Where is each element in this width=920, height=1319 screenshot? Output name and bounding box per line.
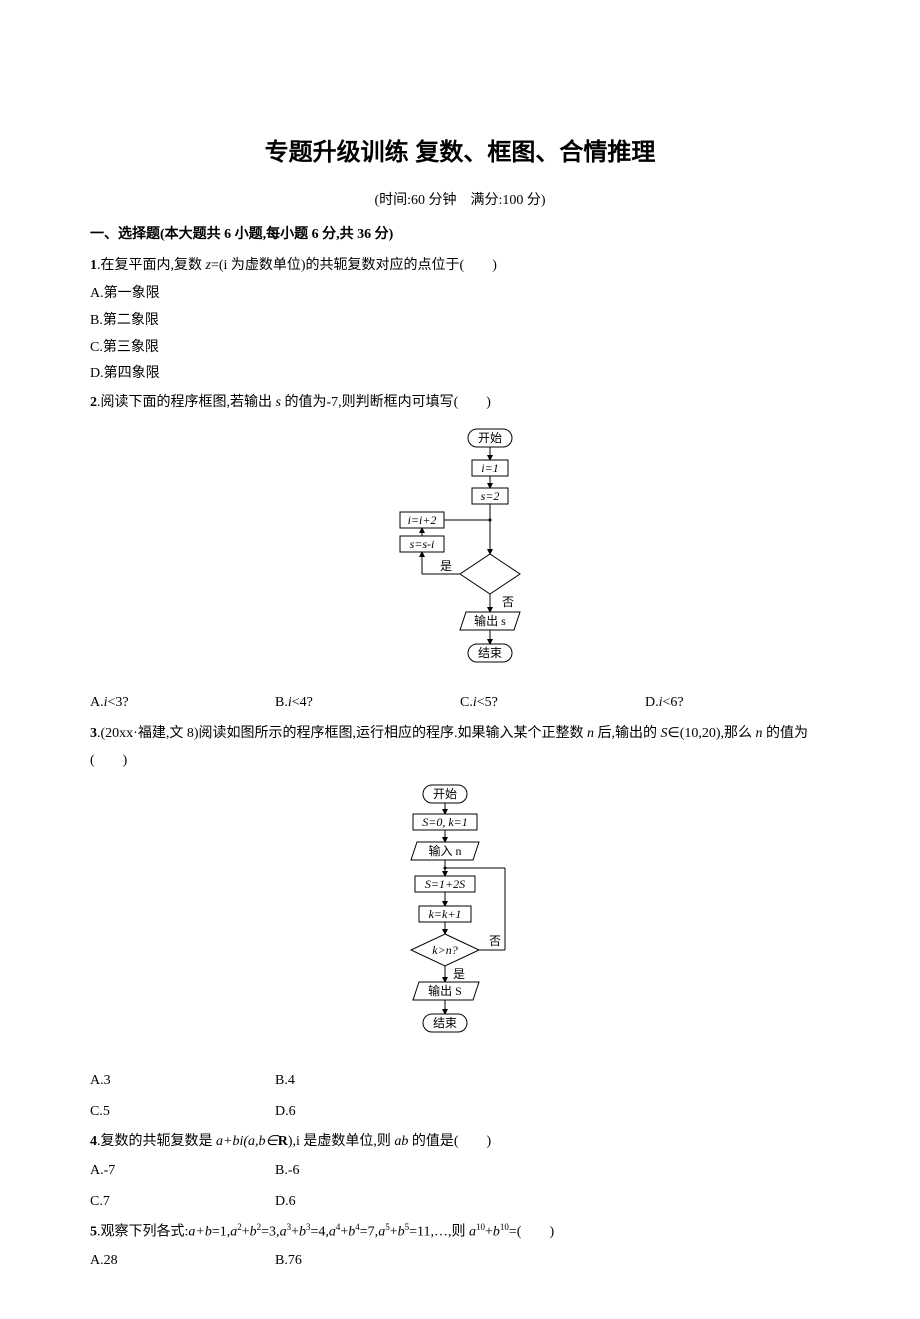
q2-options: A.i<3? B.i<4? C.i<5? D.i<6? <box>90 690 830 717</box>
q4-num: 4 <box>90 1134 97 1149</box>
flow-out: 输出 s <box>474 613 506 628</box>
q5-seq: a+b <box>188 1225 211 1240</box>
flow-ssi: s=s-i <box>410 537 435 551</box>
q1-stem-c: =(i 为虚数单位)的共轭复数对应的点位于( ) <box>211 258 497 273</box>
flow-start: 开始 <box>478 431 502 445</box>
section-heading: 一、选择题(本大题共 6 小题,每小题 6 分,共 36 分) <box>90 222 830 249</box>
q3-var-n: n <box>587 726 594 741</box>
q4-abi: a+bi(a,b∈ <box>216 1134 278 1149</box>
q4-options-row1: A.-7 B.-6 <box>90 1158 830 1185</box>
q3-option-a: A.3 <box>90 1068 275 1095</box>
flow-ii2: i=i+2 <box>408 513 437 527</box>
flow3-end: 结束 <box>433 1016 457 1030</box>
flow-s2: s=2 <box>481 489 500 503</box>
q3-num: 3 <box>90 726 97 741</box>
q5-option-a: A.28 <box>90 1248 275 1275</box>
q4-stem-a: .复数的共轭复数是 <box>97 1134 216 1149</box>
question-1: 1.在复平面内,复数 z=(i 为虚数单位)的共轭复数对应的点位于( ) <box>90 253 830 280</box>
q3-stem-e: ∈(10,20),那么 <box>668 726 756 741</box>
flow3-s: S=1+2S <box>425 877 465 891</box>
q1-option-d: D.第四象限 <box>90 361 830 388</box>
flow3-out: 输出 S <box>428 983 462 998</box>
q5-options-row1: A.28 B.76 <box>90 1248 830 1275</box>
flow3-cond: k>n? <box>432 943 457 957</box>
q4-stem-d: ),i 是虚数单位,则 <box>288 1134 395 1149</box>
q3-var-s: S <box>661 726 668 741</box>
q4-option-b: B.-6 <box>275 1158 460 1185</box>
q5-option-b: B.76 <box>275 1248 460 1275</box>
question-4: 4.复数的共轭复数是 a+bi(a,b∈R),i 是虚数单位,则 ab 的值是(… <box>90 1129 830 1156</box>
flow-end: 结束 <box>478 646 502 660</box>
q4-option-a: A.-7 <box>90 1158 275 1185</box>
q1-option-a: A.第一象限 <box>90 281 830 308</box>
q3-var-n2: n <box>756 726 763 741</box>
q4-ab: ab <box>394 1134 408 1149</box>
flow3-start: 开始 <box>433 787 457 801</box>
flow3-yes: 是 <box>453 967 465 981</box>
q4-stem-f: 的值是( ) <box>408 1134 491 1149</box>
q1-option-c: C.第三象限 <box>90 335 830 362</box>
q2-stem-a: .阅读下面的程序框图,若输出 <box>97 395 276 410</box>
flow-yes: 是 <box>440 559 452 573</box>
q4-R: R <box>278 1134 288 1149</box>
flow-no: 否 <box>502 595 514 609</box>
q1-stem-a: .在复平面内,复数 <box>97 258 206 273</box>
q2-num: 2 <box>90 395 97 410</box>
flow3-init: S=0, k=1 <box>422 815 468 829</box>
q2-flowchart: 开始 i=1 s=2 否 输出 s 结束 是 s=s-i i=i+2 <box>360 424 560 684</box>
q3-stem-c: 后,输出的 <box>594 726 661 741</box>
q2-stem-c: 的值为-7,则判断框内可填写( ) <box>281 395 491 410</box>
q3-option-d: D.6 <box>275 1099 460 1126</box>
q5-stem-a: .观察下列各式: <box>97 1225 188 1240</box>
flow3-k: k=k+1 <box>429 907 462 921</box>
flow3-input: 输入 n <box>428 843 461 858</box>
flow-i1: i=1 <box>481 461 498 475</box>
q2-option-b: B.i<4? <box>275 690 460 717</box>
q3-option-c: C.5 <box>90 1099 275 1126</box>
q5-stem-e: =( ) <box>509 1225 554 1240</box>
q4-option-c: C.7 <box>90 1189 275 1216</box>
q2-option-c: C.i<5? <box>460 690 645 717</box>
q3-stem-a: .(20xx·福建,文 8)阅读如图所示的程序框图,运行相应的程序.如果输入某个… <box>97 726 587 741</box>
q2-option-a: A.i<3? <box>90 690 275 717</box>
q1-num: 1 <box>90 258 97 273</box>
question-5: 5.观察下列各式:a+b=1,a2+b2=3,a3+b3=4,a4+b4=7,a… <box>90 1219 830 1246</box>
page-title: 专题升级训练 复数、框图、合情推理 <box>90 130 830 176</box>
q3-flowchart: 开始 S=0, k=1 输入 n S=1+2S k=k+1 k>n? 否 是 输… <box>375 782 545 1062</box>
q5-stem-c: 则 <box>451 1225 469 1240</box>
q3-options-row2: C.5 D.6 <box>90 1099 830 1126</box>
q1-option-b: B.第二象限 <box>90 308 830 335</box>
flow3-no: 否 <box>489 934 501 948</box>
question-2: 2.阅读下面的程序框图,若输出 s 的值为-7,则判断框内可填写( ) <box>90 390 830 417</box>
q5-num: 5 <box>90 1225 97 1240</box>
question-3: 3.(20xx·福建,文 8)阅读如图所示的程序框图,运行相应的程序.如果输入某… <box>90 721 830 774</box>
q2-option-d: D.i<6? <box>645 690 830 717</box>
q4-options-row2: C.7 D.6 <box>90 1189 830 1216</box>
q3-options-row1: A.3 B.4 <box>90 1068 830 1095</box>
q3-option-b: B.4 <box>275 1068 460 1095</box>
q4-option-d: D.6 <box>275 1189 460 1216</box>
timing-line: (时间:60 分钟 满分:100 分) <box>90 188 830 215</box>
